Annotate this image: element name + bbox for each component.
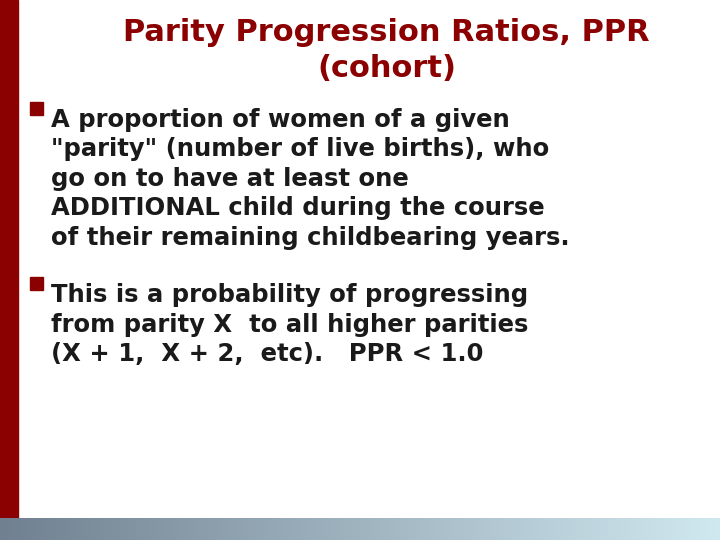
Bar xyxy=(30,277,43,290)
Text: ADDITIONAL child during the course: ADDITIONAL child during the course xyxy=(51,197,544,220)
Text: of their remaining childbearing years.: of their remaining childbearing years. xyxy=(51,226,570,250)
Text: from parity X  to all higher parities: from parity X to all higher parities xyxy=(51,313,528,337)
Text: This is a probability of progressing: This is a probability of progressing xyxy=(51,284,528,307)
Text: Parity Progression Ratios, PPR: Parity Progression Ratios, PPR xyxy=(123,18,650,47)
Bar xyxy=(30,102,43,114)
Bar xyxy=(0,0,18,518)
Text: (cohort): (cohort) xyxy=(317,54,456,83)
Text: go on to have at least one: go on to have at least one xyxy=(51,167,409,191)
Text: "parity" (number of live births), who: "parity" (number of live births), who xyxy=(51,138,549,161)
Text: A proportion of women of a given: A proportion of women of a given xyxy=(51,108,510,132)
Text: (X + 1,  X + 2,  etc).   PPR < 1.0: (X + 1, X + 2, etc). PPR < 1.0 xyxy=(51,342,483,367)
